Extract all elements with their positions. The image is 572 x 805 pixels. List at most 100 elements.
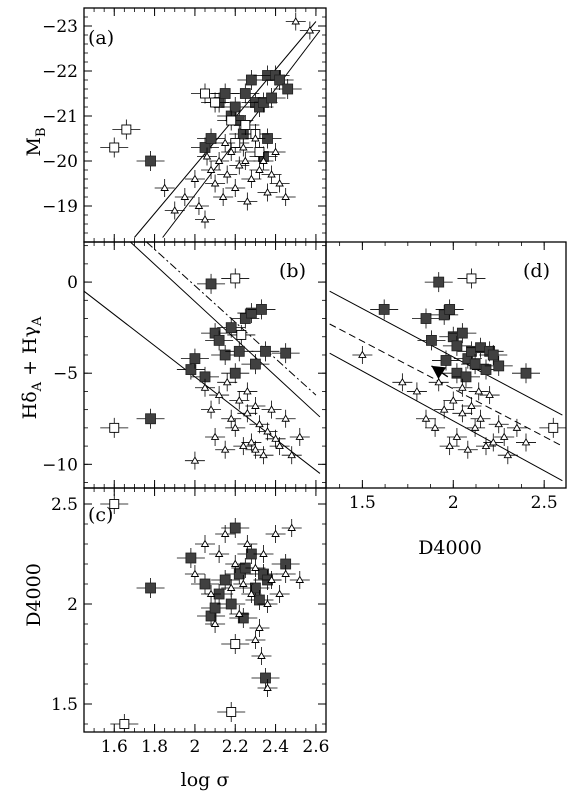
panel-a-triangle-point (291, 17, 301, 25)
panel-c-xtick-label: 2.4 (262, 737, 289, 757)
panel-b-filled-square-point (213, 334, 225, 346)
panel-d-triangle-point (458, 383, 467, 391)
panel-b-triangle-point (295, 432, 305, 440)
panel-c-triangle-point (251, 563, 260, 571)
panel-c-triangle-point (234, 609, 244, 617)
panel-c-open-square-point (226, 707, 237, 717)
panel-d-triangle-point (467, 401, 476, 409)
panel-b-triangle-point (263, 427, 272, 435)
panel-a-triangle-point (190, 174, 200, 182)
panel-c-filled-square-point (185, 552, 197, 564)
panel-c-triangle-point (243, 539, 252, 547)
panel-a-triangle-point (243, 197, 252, 205)
panel-a-triangle-point (202, 152, 212, 160)
panel-d-triangle-point (412, 387, 422, 395)
panel-b-filled-square-point (225, 322, 237, 334)
panel-a-ytick-label: −22 (42, 62, 78, 82)
panel-d-xlabel: D4000 (418, 537, 482, 559)
panel-d-triangle-point (512, 423, 522, 431)
panel-a-triangle-point (275, 179, 284, 187)
panel-c-triangle-point (287, 523, 297, 531)
panel-d-filled-square-point (438, 309, 450, 321)
panel-a-filled-square-point (274, 74, 286, 86)
panel-b-filled-square-point (233, 345, 245, 357)
panel-a-filled-square-point (266, 92, 277, 104)
panel-a-triangle-point (230, 183, 240, 191)
panel-d-fit-line (329, 352, 563, 482)
panel-d-frame (325, 241, 567, 489)
panel-b-filled-square-point (260, 345, 271, 357)
panel-c-triangle-point (230, 559, 240, 567)
panel-c-filled-square-point (219, 574, 231, 586)
panel-d-triangle-point (503, 450, 513, 459)
panel-a-triangle-point (251, 134, 260, 142)
panel-c-plot-area (100, 494, 310, 732)
panel-b-triangle-point (243, 387, 252, 395)
panel-d-fit-line (329, 323, 563, 447)
panel-b-triangle-point (251, 445, 260, 453)
panel-a-filled-square-point (239, 88, 251, 99)
panel-d-filled-square-point (487, 349, 499, 361)
panel-c-triangle-point (247, 589, 256, 597)
panel-c-triangle-point (271, 529, 280, 537)
panel-d-triangle-point (434, 377, 444, 386)
panel-c-xlabel: log σ (181, 769, 230, 791)
panel-a-open-square-point (254, 147, 265, 157)
panel-d-filled-square-point (444, 304, 456, 315)
panel-d-triangle-point (398, 377, 407, 386)
panel-b-fit-line (130, 242, 321, 418)
panel-c-triangle-point (275, 589, 284, 597)
panel-c-ylabel: D4000 (23, 563, 45, 627)
panel-c-triangle-point (226, 583, 236, 591)
panel-a-ytick-label: −19 (42, 197, 78, 217)
panel-d-filled-square-point (456, 327, 468, 339)
panel-b-filled-square-point (205, 278, 217, 290)
panel-a-open-square-point (240, 120, 251, 130)
panel-d-triangle-point (474, 387, 484, 395)
panel-d-triangle-point (476, 414, 485, 422)
panel-d-label: (d) (523, 260, 550, 282)
panel-a-frame (83, 7, 327, 243)
panel-b-triangle-point (200, 383, 210, 391)
panel-a-triangle-point (241, 156, 250, 164)
panel-a-triangle-point (160, 183, 169, 191)
panel-b-triangle-point (220, 445, 230, 453)
panel-c-filled-square-point (209, 602, 221, 614)
panel-a-triangle-point (222, 170, 232, 178)
panel-b-label: (b) (279, 260, 306, 282)
panel-b-triangle-point (267, 405, 276, 413)
panel-a-ylabel: MB (23, 127, 49, 156)
panel-a-triangle-point (218, 192, 228, 200)
panel-c: (c) 1.5 2 2.5 1.6 1.8 2 2.2 2.4 2.6 (51, 487, 329, 757)
panel-a-open-square-point (109, 142, 120, 153)
panel-b-triangle-point (210, 432, 220, 440)
panel-d-filled-square-point (378, 304, 390, 315)
panel-b-triangle-point (271, 434, 280, 442)
panel-d-triangle-point (488, 438, 498, 446)
panel-a-ytick-label: −20 (42, 152, 78, 172)
panel-b-filled-square-point (239, 313, 251, 324)
panel-a-filled-square-point (229, 101, 241, 113)
panel-d-triangle-point (452, 432, 462, 440)
panel-c-triangle-point (210, 619, 220, 627)
panel-a-filled-square-point (282, 83, 294, 95)
panel-c-xtick-label: 2 (190, 737, 201, 757)
panel-a-ytick-label: −21 (42, 107, 78, 127)
panel-a-open-square-point (121, 124, 132, 135)
panel-a-open-square-point (200, 88, 210, 99)
panel-c-filled-square-point (237, 612, 249, 624)
panel-b-triangle-point (287, 450, 297, 459)
panel-d-filled-square-point (433, 276, 445, 288)
panel-a-triangle-point (180, 192, 190, 200)
panel-a-triangle-point (271, 147, 280, 155)
panel-c-filled-square-point (260, 672, 271, 684)
panel-c-triangle-point (267, 575, 276, 583)
panel-b-ylabel: HδA + HγA (19, 316, 45, 419)
panel-b-triangle-point (247, 438, 256, 446)
panel-b-triangle-point (226, 414, 236, 422)
panel-b-triangle-point (214, 390, 224, 399)
panel-d-triangle-point (485, 390, 494, 399)
panel-b-open-square-point (109, 422, 120, 433)
panel-d-filled-square-point (420, 313, 432, 324)
panel-d-xtick-label: 2.5 (531, 493, 558, 513)
